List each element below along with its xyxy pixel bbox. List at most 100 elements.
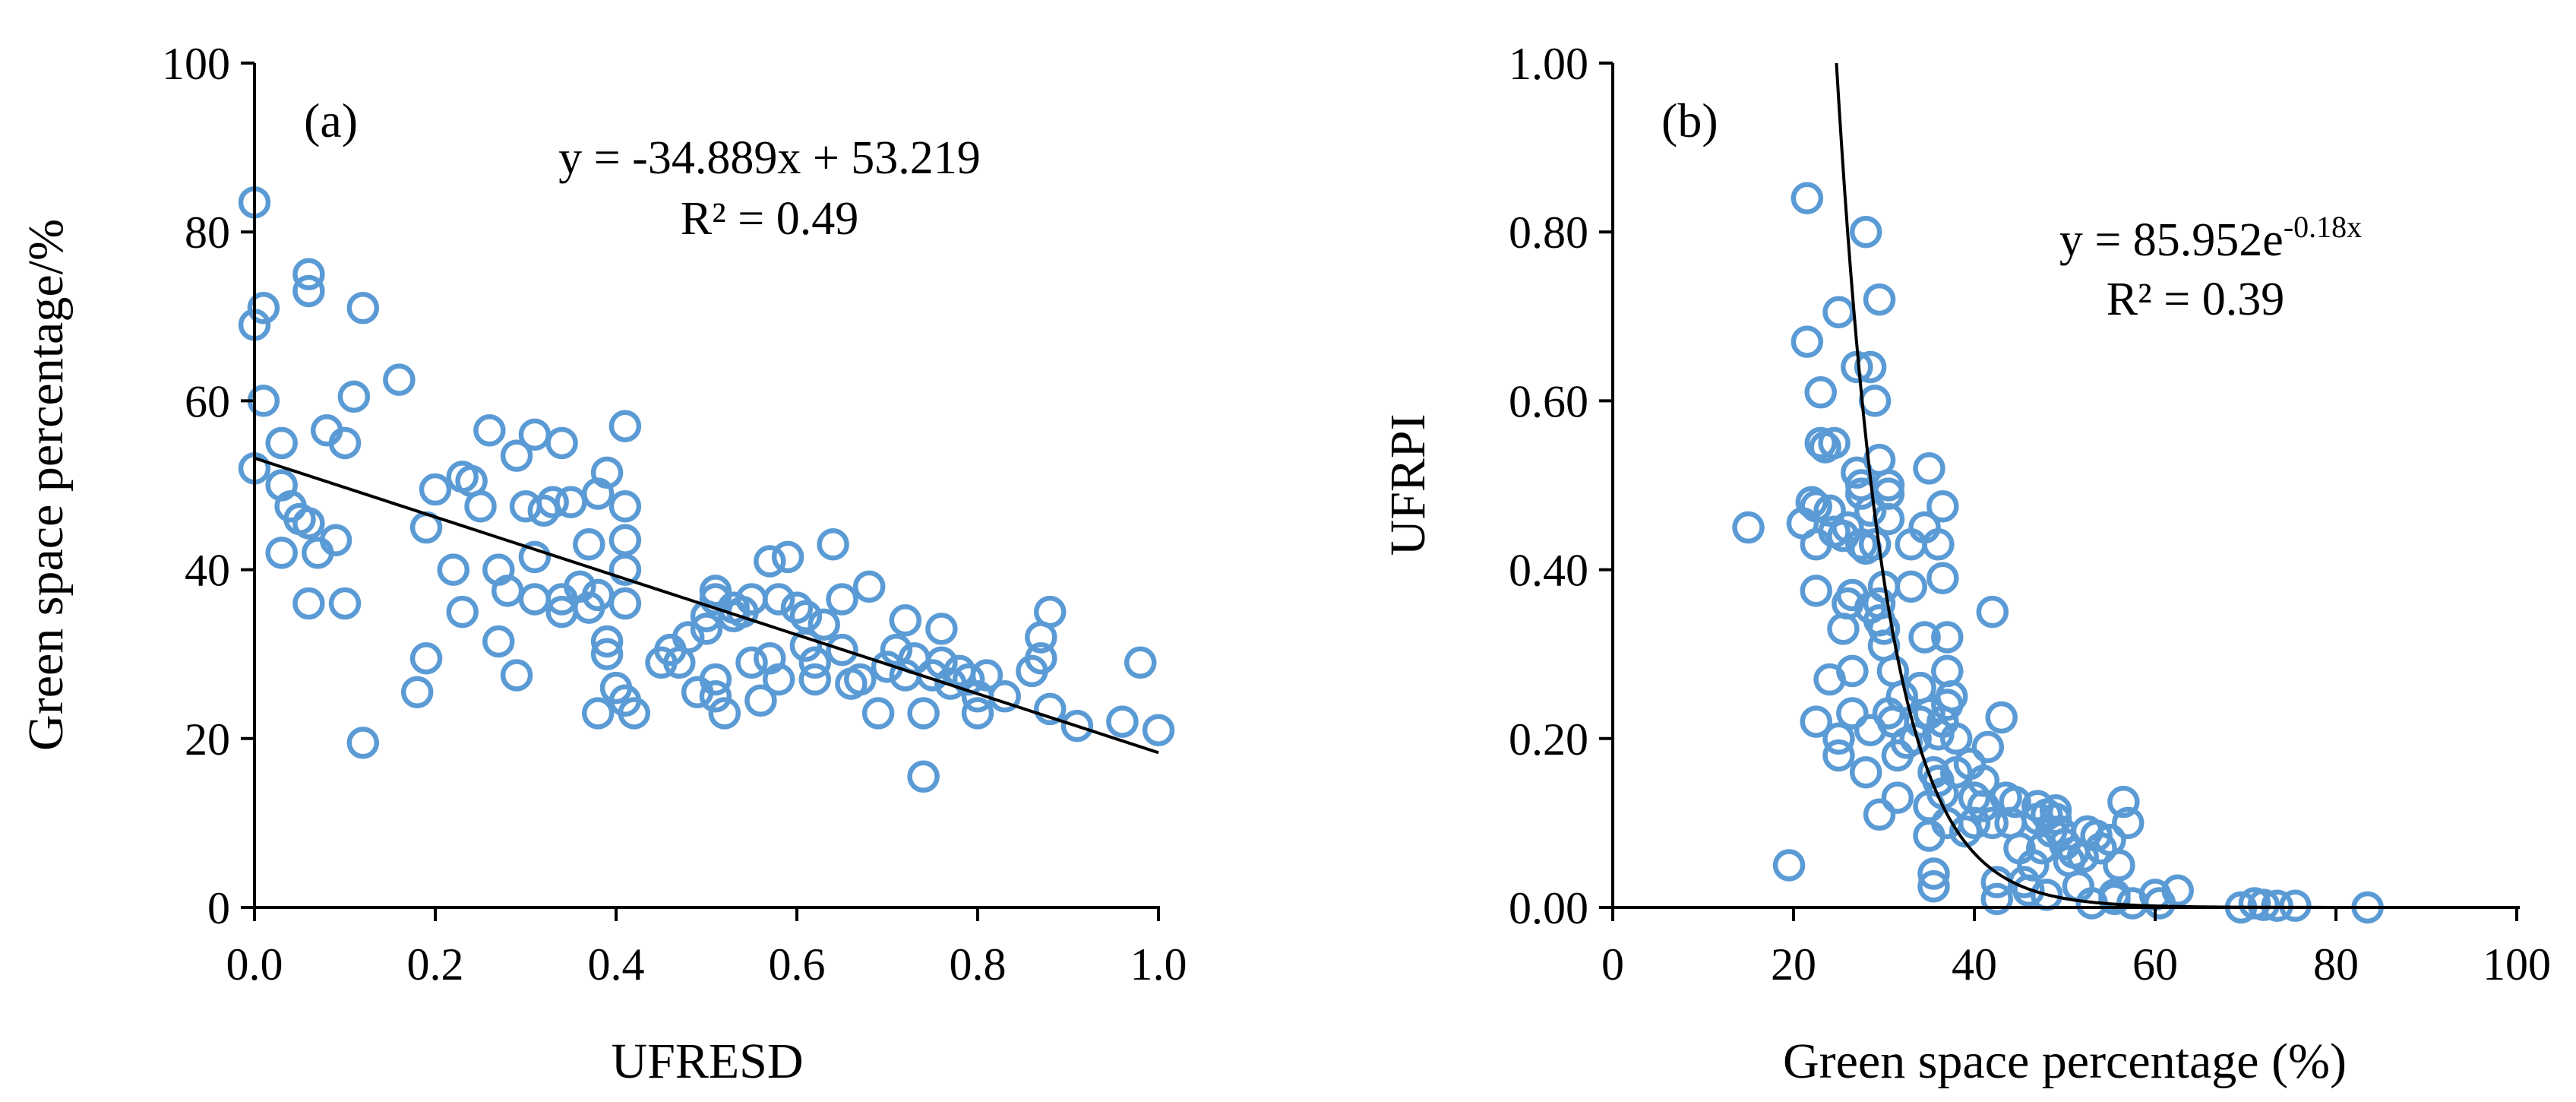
r-squared-a: R² = 0.49 [681,193,858,245]
scatter-point-a [500,439,533,472]
scatter-point-b [1999,785,2031,819]
scatter-point-a [464,490,497,523]
scatter-point-a [319,524,352,556]
scatter-point-b [1800,490,1832,523]
scatter-point-a [400,676,434,708]
scatter-point-b [1813,494,1846,527]
scatter-panel-a: 0 20 40 60 80 100 0.0 0.2 0.4 0.6 0.8 1.0 (a) y = … [18,39,1187,1089]
scatter-point-b [2085,831,2117,865]
y-tick-label-b: 1.00 [1509,39,1588,89]
x-axis-label-b: Green space percentage (%) [1783,1034,2347,1089]
x-tick-label-a: 1.0 [1130,939,1187,990]
scatter-point-b [1800,705,1832,738]
scatter-point-b [1926,562,1959,594]
scatter-point-b [2039,793,2072,827]
scatter-point-a [907,760,940,793]
scatter-point-a [952,663,985,696]
scatter-point-a [590,456,624,489]
scatter-point-a [1106,705,1139,738]
scatter-point-a [762,583,795,616]
scatter-point-b [1976,806,2009,840]
scatter-point-a [555,486,587,518]
scatter-point-b [1926,490,1959,523]
equation-b: y = 85.952e-0.18x [2059,210,2362,266]
y-axis-label-a: Green space percentage/% [18,219,74,751]
scatter-point-b [1791,182,1824,215]
equation-b-exponent: -0.18x [2284,210,2362,244]
scatter-point-a [608,490,642,523]
scatter-point-a [337,380,371,413]
scatter-point-b [1858,528,1892,561]
x-tick-label-b: 60 [2132,939,2178,990]
scatter-point-a [265,426,298,460]
scatter-point-a [699,583,732,616]
scatter-point-b [1863,798,1896,831]
scatter-point-a [889,604,922,637]
y-tick-label-a: 60 [185,376,230,426]
scatter-point-a [590,625,624,658]
scatter-point-a [699,680,732,713]
scatter-point-b [1854,350,1887,384]
scatter-point-a [961,697,994,730]
y-axis-label-b: UFRPI [1380,413,1436,556]
scatter-point-a [861,697,895,730]
scatter-point-a [970,659,1004,692]
scatter-point-a [265,537,298,569]
r-squared-b: R² = 0.39 [2107,274,2284,325]
scatter-point-b [1791,325,1824,358]
scatter-point-a [1060,709,1094,743]
scatter-point-b [1845,528,1878,561]
scatter-point-a [581,697,615,730]
x-ticks-b: 0 20 40 60 80 100 [1601,907,2551,990]
scatter-point-a [409,642,443,675]
scatter-point-a [346,291,380,325]
scatter-point-b [1908,621,1941,654]
scatter-point-b [1827,613,1860,645]
scatter-point-b [2017,849,2050,882]
scatter-point-a [1033,595,1067,629]
scatter-point-a [708,697,741,730]
scatter-point-b [1863,283,1896,316]
scatter-point-b [1936,680,1968,713]
scatter-point-b [2112,806,2145,840]
scatter-point-b [1849,755,1882,789]
scatter-point-a [518,418,552,451]
scatter-point-b [1980,882,2013,916]
scatter-point-a [573,591,605,624]
y-tick-label-b: 0.40 [1509,546,1588,596]
x-axis-label-a: UFRESD [611,1034,803,1089]
scatter-point-a [762,663,795,696]
scatter-point-a [536,486,569,518]
x-tick-label-a: 0.8 [950,939,1007,990]
scatter-point-b [1917,857,1950,890]
scatter-point-a [780,591,814,624]
x-ticks-a: 0.0 0.2 0.4 0.6 0.8 1.0 [226,907,1187,990]
y-tick-label-b: 0.20 [1509,714,1588,765]
scatter-point-b [1849,215,1882,249]
scatter-point-a [573,528,605,561]
y-tick-label-a: 100 [162,39,230,89]
scatter-point-a [618,697,651,730]
x-tick-label-a: 0.6 [769,939,826,990]
scatter-point-a [699,663,732,696]
scatter-point-a [690,613,723,645]
scatter-point-a [518,540,552,574]
trendline-a [254,456,1159,755]
scatter-point-a [826,583,858,616]
scatter-point-a [744,684,777,717]
scatter-point-b [1836,654,1869,688]
scatter-point-a [446,595,479,629]
scatter-point-b [1822,722,1855,755]
scatter-point-a [1124,646,1157,679]
scatter-point-a [590,638,624,670]
y-tick-label-a: 40 [185,546,230,596]
y-tick-label-b: 0.60 [1509,376,1588,426]
points-a [238,186,1175,793]
scatter-point-b [1867,613,1901,645]
scatter-point-a [328,426,362,460]
scatter-point-b [1939,722,1973,755]
scatter-point-a [518,583,552,616]
scatter-point-a [672,621,705,654]
y-tick-label-b: 0.80 [1509,207,1588,258]
